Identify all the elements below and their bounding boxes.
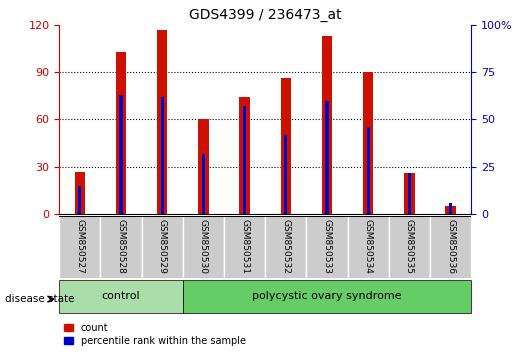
Bar [59, 216, 100, 278]
Text: GSM850535: GSM850535 [405, 219, 414, 274]
Text: GSM850529: GSM850529 [158, 219, 167, 274]
Text: control: control [102, 291, 140, 302]
Bar [281, 79, 291, 214]
Text: disease state: disease state [5, 294, 75, 304]
Bar [408, 172, 411, 214]
Bar [284, 135, 287, 214]
Bar [75, 172, 85, 214]
Bar [363, 72, 373, 214]
Bar [367, 127, 370, 214]
Text: GSM850527: GSM850527 [75, 219, 84, 274]
Bar [119, 95, 123, 214]
Bar [198, 119, 209, 214]
Bar [100, 216, 142, 278]
Legend: count, percentile rank within the sample: count, percentile rank within the sample [64, 323, 246, 346]
Bar [116, 52, 126, 214]
Bar [322, 36, 332, 214]
Bar [161, 97, 164, 214]
Text: GSM850534: GSM850534 [364, 219, 373, 274]
Text: GSM850531: GSM850531 [240, 219, 249, 274]
Bar [224, 216, 265, 278]
Text: polycystic ovary syndrome: polycystic ovary syndrome [252, 291, 402, 302]
Bar [449, 203, 452, 214]
Bar [183, 216, 224, 278]
Bar [306, 216, 348, 278]
Bar [59, 280, 183, 313]
Bar [243, 106, 246, 214]
Title: GDS4399 / 236473_at: GDS4399 / 236473_at [189, 8, 341, 22]
Text: GSM850530: GSM850530 [199, 219, 208, 274]
Bar [389, 216, 430, 278]
Bar [404, 173, 415, 214]
Bar [265, 216, 306, 278]
Bar [445, 206, 456, 214]
Text: GSM850536: GSM850536 [446, 219, 455, 274]
Bar [78, 186, 81, 214]
Bar [202, 154, 205, 214]
Text: GSM850532: GSM850532 [281, 219, 290, 274]
Bar [430, 216, 471, 278]
Bar [157, 29, 167, 214]
Bar [239, 97, 250, 214]
Text: GSM850528: GSM850528 [116, 219, 126, 274]
Bar [142, 216, 183, 278]
Bar [348, 216, 389, 278]
Bar [183, 280, 471, 313]
Text: GSM850533: GSM850533 [322, 219, 332, 274]
Bar [325, 101, 329, 214]
